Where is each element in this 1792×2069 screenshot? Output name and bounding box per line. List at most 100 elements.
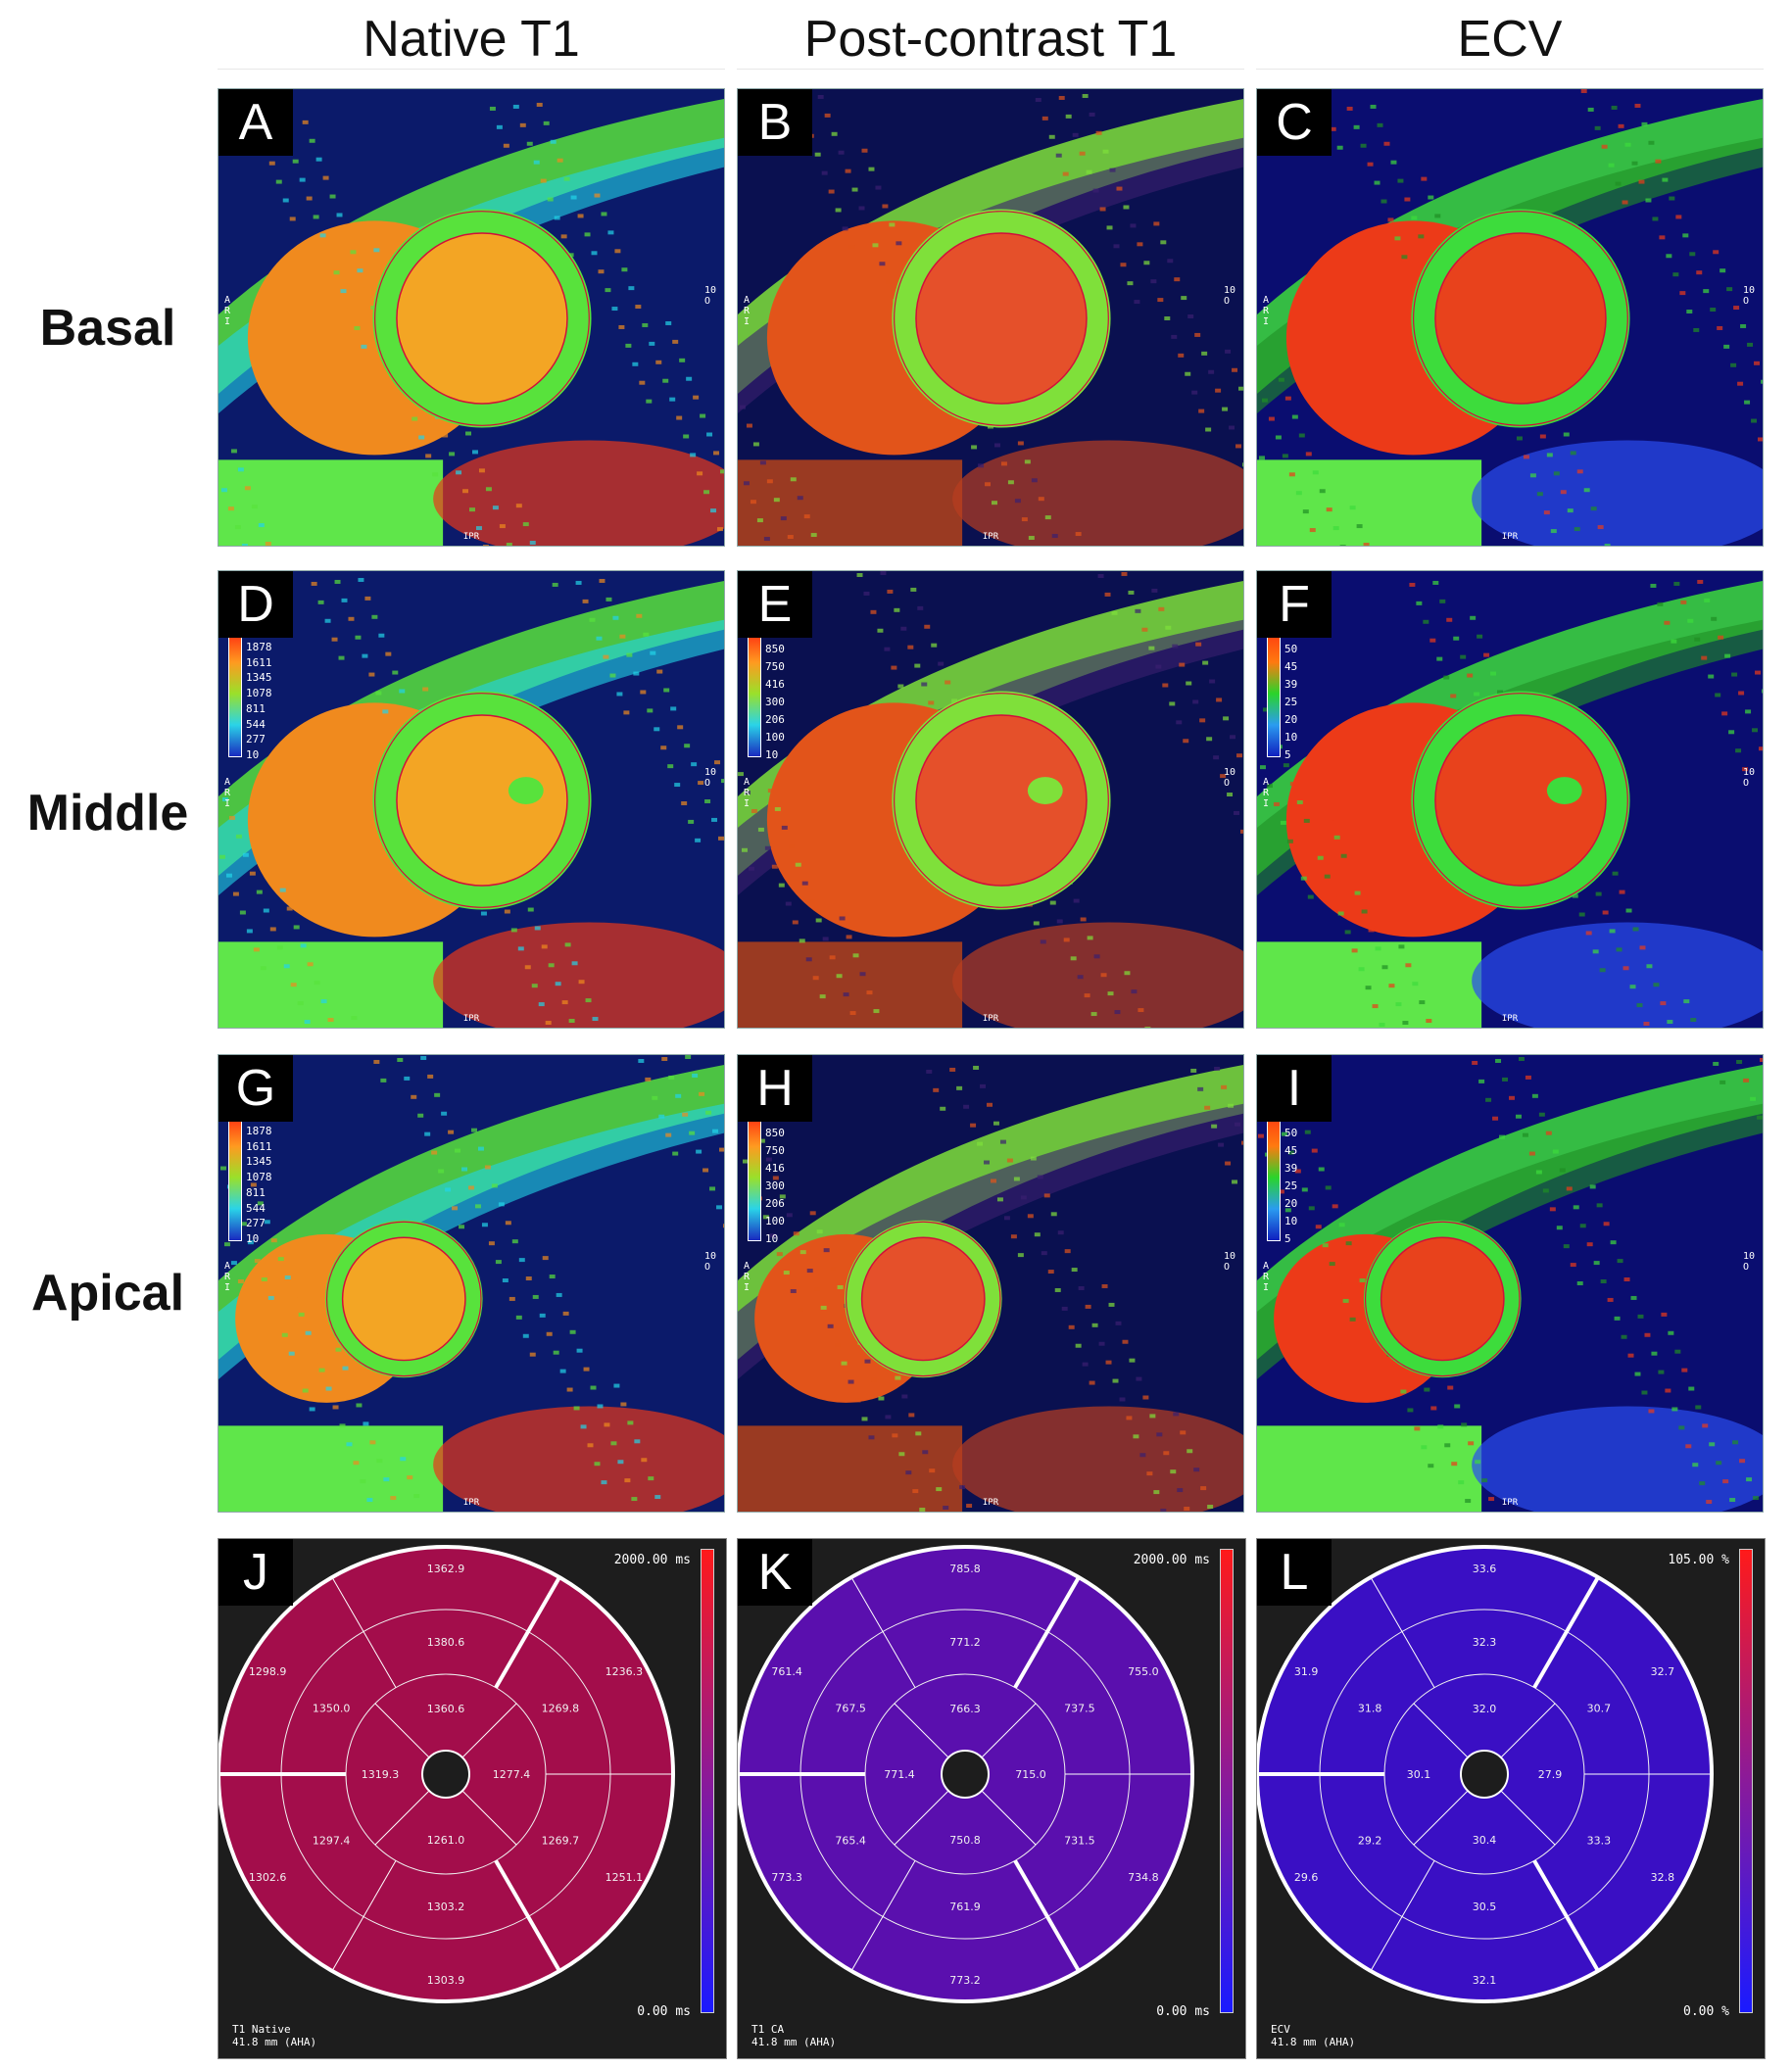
colorbar-tick: 45 — [1284, 660, 1298, 673]
panel-letter: F — [1257, 571, 1332, 638]
colorbar-strip — [228, 1114, 242, 1241]
orientation-mark-bottom: IPR — [1501, 532, 1519, 542]
basal-segment-value: 761.4 — [771, 1665, 802, 1678]
cardiac-map-image — [1257, 89, 1763, 546]
basal-segment-value: 1302.6 — [249, 1871, 287, 1884]
bullseye-panel-l: 33.6 32.7 32.8 32.1 29.6 31.9 32.3 30.7 33.3 30.5… — [1256, 1538, 1766, 2059]
basal-segment-value: 33.6 — [1473, 1563, 1497, 1575]
cardiac-map-image — [218, 571, 724, 1028]
scale-max-label: 2000.00 ms — [1133, 1553, 1210, 1567]
mid-segment-value: 765.4 — [835, 1835, 866, 1848]
colorbar-tick: 416 — [765, 678, 785, 691]
colorbar-tick: 1345 — [246, 1155, 272, 1169]
orientation-mark-left: A R I — [1263, 777, 1270, 809]
mid-segment-value: 29.2 — [1358, 1835, 1382, 1848]
mri-panel-a: A A R I 10 O IPR — [218, 88, 725, 547]
mri-panel-b: B A R I 10 O IPR — [737, 88, 1244, 547]
footer-line: ECV — [1271, 2023, 1290, 2036]
apical-segment-value: 715.0 — [1015, 1768, 1046, 1781]
row-label-basal: Basal — [39, 300, 176, 357]
bullseye-footer: T1 Native 41.8 mm (AHA) — [232, 2023, 316, 2048]
mri-panel-c: C A R I 10 O IPR — [1256, 88, 1764, 547]
panel-letter: D — [218, 571, 293, 638]
colorbar-tick: 277 — [246, 1217, 266, 1230]
apical-segment-value: 1277.4 — [493, 1768, 531, 1781]
basal-segment-value: 1298.9 — [249, 1665, 287, 1678]
mid-segment-value: 767.5 — [835, 1703, 866, 1715]
footer-line: T1 CA — [751, 2023, 785, 2036]
row-label-apical: Apical — [30, 1265, 185, 1322]
orientation-mark-bottom: IPR — [982, 1014, 999, 1024]
colorbar-tick: 544 — [246, 1201, 266, 1215]
orientation-mark-right: 10 O — [1743, 767, 1756, 789]
footer-line: 41.8 mm (AHA) — [232, 2036, 317, 2048]
colorbar-tick: 10 — [765, 1232, 779, 1245]
orientation-mark-right: 10 O — [1224, 767, 1236, 789]
colorbar-tick: 100 — [765, 731, 785, 744]
bullseye-plot: 785.8 755.0 734.8 773.2 773.3 761.4 771.2 737.5… — [738, 1545, 1194, 2003]
colorbar-tick: 50 — [1284, 1127, 1298, 1139]
basal-segment-value: 32.8 — [1651, 1871, 1675, 1884]
orientation-mark-left: A R I — [224, 1261, 231, 1293]
basal-segment-value: 1303.9 — [427, 1974, 465, 1987]
bullseye-footer: T1 CA 41.8 mm (AHA) — [751, 2023, 836, 2048]
column-header-post-contrast-t1: Post-contrast T1 — [737, 10, 1244, 70]
basal-segment-value: 773.3 — [771, 1871, 802, 1884]
panel-letter: C — [1257, 89, 1332, 156]
mid-segment-value: 1350.0 — [313, 1703, 351, 1715]
orientation-mark-right: 10 O — [1743, 285, 1756, 307]
row-label-middle: Middle — [26, 785, 189, 842]
colorbar-tick: 850 — [765, 1127, 785, 1139]
orientation-mark-left: A R I — [744, 777, 751, 809]
panel-letter: G — [218, 1055, 293, 1122]
orientation-mark-bottom: IPR — [982, 1498, 999, 1508]
basal-segment-value: 785.8 — [949, 1563, 981, 1575]
apical-segment-value: 750.8 — [949, 1834, 981, 1847]
orientation-mark-left: A R I — [1263, 295, 1270, 327]
colorbar-tick: 1611 — [246, 1139, 272, 1153]
colorbar-tick: 10 — [1284, 731, 1298, 744]
colorbar-legend: 100085075041630020610010 — [748, 626, 806, 767]
colorbar-tick: 39 — [1284, 1162, 1298, 1175]
color-scale-bar — [701, 1549, 714, 2013]
panel-letter: A — [218, 89, 293, 156]
colorbar-tick: 10 — [1284, 1215, 1298, 1227]
orientation-mark-bottom: IPR — [982, 532, 999, 542]
apical-segment-value: 30.1 — [1407, 1768, 1431, 1781]
mid-segment-value: 30.5 — [1473, 1901, 1497, 1913]
colorbar-tick: 10 — [246, 1232, 260, 1245]
cardiac-map-image — [738, 571, 1243, 1028]
color-scale-bar — [1220, 1549, 1234, 2013]
colorbar-legend: 100085075041630020610010 — [748, 1110, 806, 1251]
colorbar-tick: 20 — [1284, 713, 1298, 726]
mri-panel-d: D2145187816111345107881154427710A R I10 … — [218, 570, 725, 1029]
cardiac-map-image — [218, 1055, 724, 1512]
footer-line: T1 Native — [232, 2023, 291, 2036]
colorbar-tick: 1878 — [246, 1124, 272, 1137]
mid-segment-value: 1269.8 — [542, 1703, 580, 1715]
colorbar-tick: 811 — [246, 701, 266, 715]
colorbar-tick: 544 — [246, 717, 266, 731]
mid-segment-value: 32.3 — [1473, 1636, 1497, 1649]
orientation-mark-right: 10 O — [704, 285, 717, 307]
basal-segment-value: 31.9 — [1294, 1665, 1319, 1678]
column-header-native-t1: Native T1 — [218, 10, 725, 70]
colorbar-tick: 811 — [246, 1185, 266, 1199]
colorbar-tick: 10 — [765, 748, 779, 761]
colorbar-tick: 10 — [246, 748, 260, 761]
apical-segment-value: 771.4 — [884, 1768, 915, 1781]
cardiac-map-image — [738, 89, 1243, 546]
basal-segment-value: 773.2 — [949, 1974, 981, 1987]
colorbar-strip — [748, 630, 761, 757]
panel-letter: B — [738, 89, 812, 156]
scale-min-label: 0.00 % — [1683, 2004, 1729, 2019]
orientation-mark-right: 10 O — [1224, 285, 1236, 307]
mid-segment-value: 731.5 — [1064, 1835, 1095, 1848]
colorbar-strip — [1267, 1114, 1281, 1241]
colorbar-legend: 705045392520105 — [1267, 1110, 1326, 1251]
colorbar-tick: 1078 — [246, 687, 272, 699]
colorbar-tick: 1878 — [246, 640, 272, 653]
orientation-mark-bottom: IPR — [462, 1014, 480, 1024]
orientation-mark-bottom: IPR — [462, 1498, 480, 1508]
